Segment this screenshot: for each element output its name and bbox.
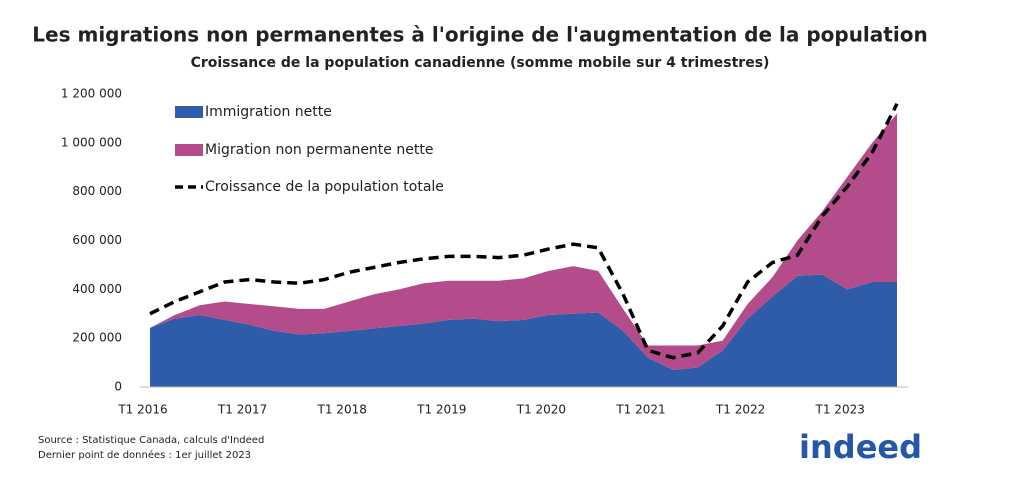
area xyxy=(150,113,897,370)
logo: indeed xyxy=(799,428,922,466)
y-tick-label: 0 xyxy=(114,380,122,394)
y-tick-label: 600 000 xyxy=(72,233,122,247)
x-tick-label: T1 2016 xyxy=(117,403,167,417)
x-tick-label: T1 2019 xyxy=(416,403,466,417)
legend-label: Croissance de la population totale xyxy=(205,179,444,195)
legend-label: Immigration nette xyxy=(205,104,332,120)
chart-title: Les migrations non permanentes à l'origi… xyxy=(32,23,927,47)
legend-swatch xyxy=(175,106,203,118)
x-tick-label: T1 2023 xyxy=(815,403,865,417)
y-tick-label: 800 000 xyxy=(72,184,122,198)
x-tick-label: T1 2022 xyxy=(715,403,765,417)
line xyxy=(149,102,899,360)
legend-swatch xyxy=(175,144,203,156)
y-tick-label: 1 200 000 xyxy=(61,87,122,101)
footnote: Source : Statistique Canada, calculs d'I… xyxy=(38,435,264,446)
legend-label: Migration non permanente nette xyxy=(205,142,433,158)
y-tick-label: 400 000 xyxy=(72,282,122,296)
footnote: Dernier point de données : 1er juillet 2… xyxy=(38,449,251,461)
y-tick-label: 200 000 xyxy=(72,331,122,345)
x-tick-label: T1 2017 xyxy=(217,403,267,417)
chart-subtitle: Croissance de la population canadienne (… xyxy=(191,55,770,71)
y-tick-label: 1 000 000 xyxy=(61,135,122,149)
x-tick-label: T1 2020 xyxy=(516,403,566,417)
x-tick-label: T1 2018 xyxy=(317,403,367,417)
x-tick-label: T1 2021 xyxy=(615,403,665,417)
